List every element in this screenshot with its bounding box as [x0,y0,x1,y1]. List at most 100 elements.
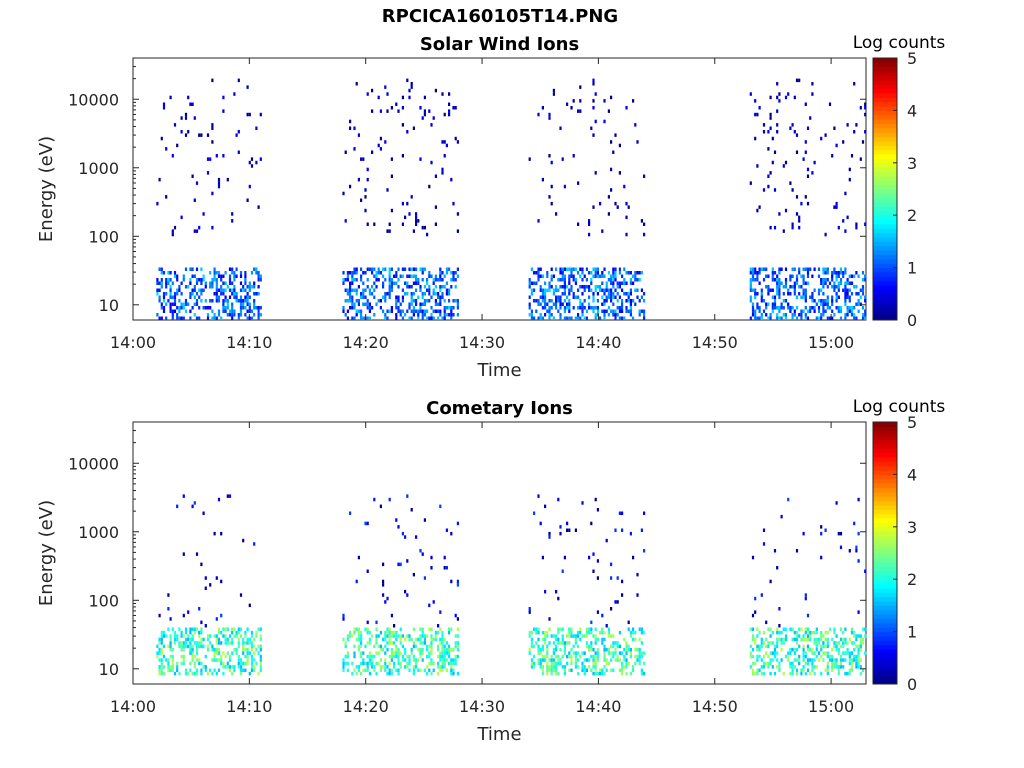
data-cell [833,627,836,631]
data-cell [769,126,772,130]
data-cell [590,648,593,652]
data-cell [795,637,799,642]
data-cell [568,278,571,282]
data-cell [401,299,404,303]
data-cell [184,267,188,271]
data-cell [158,288,161,292]
data-cell [244,648,247,652]
y-tick-label: 10000 [68,454,119,473]
data-cell [813,630,816,635]
data-cell [577,181,580,185]
data-cell [351,278,354,282]
data-cell [162,299,166,303]
data-cell [636,278,639,282]
x-tick-label: 14:30 [459,697,505,716]
data-cell [817,274,821,278]
data-cell [638,651,641,655]
data-cell [618,644,621,649]
data-cell [618,316,621,320]
data-cell [450,579,453,584]
data-cell [616,641,619,645]
data-cell [831,637,834,642]
data-cell [346,299,349,303]
data-cell [793,288,796,292]
data-cell [379,147,382,151]
data-cell [579,299,582,303]
data-cell [439,309,442,313]
data-cell [791,661,794,666]
data-cell [426,281,429,285]
data-cell [594,665,597,669]
data-cell [813,658,816,662]
data-cell [439,641,442,645]
data-cell [362,661,365,666]
data-cell [638,627,641,631]
data-cell [541,274,544,278]
data-cell [784,285,788,289]
data-cell [233,92,236,96]
data-cell [636,295,639,299]
data-cell [191,627,194,631]
data-cell [590,521,593,526]
data-cell [237,150,240,154]
data-cell [371,150,374,154]
data-cell [237,661,240,666]
data-cell [848,671,851,676]
data-cell [421,627,424,631]
data-cell [762,661,766,666]
data-cell [441,634,444,638]
data-cell [864,130,867,134]
data-cell [160,302,163,306]
data-cell [355,671,358,676]
data-cell [362,295,365,299]
data-cell [217,668,221,672]
data-cell [853,654,856,659]
data-cell [857,309,860,313]
data-cell [603,274,606,278]
data-cell [778,292,781,296]
data-cell [390,267,393,271]
data-cell [171,648,174,652]
colorbar-segment [873,422,897,427]
data-cell [406,292,409,296]
data-cell [349,281,352,285]
data-cell [767,644,770,649]
data-cell [758,205,761,209]
data-cell [824,528,827,532]
data-cell [386,648,389,652]
data-cell [756,278,759,282]
data-cell [541,292,544,296]
colorbar-label: Log counts [853,33,946,53]
data-cell [169,288,172,292]
data-cell [408,285,411,289]
colorbar-segment [873,509,897,515]
data-cell [568,654,571,659]
data-cell [585,658,588,662]
data-cell [621,309,624,313]
data-cell [844,313,847,317]
data-cell [213,313,216,317]
data-cell [773,651,777,655]
data-cell [767,288,770,292]
data-cell [253,292,256,296]
data-cell [795,274,799,278]
data-cell [434,274,437,278]
data-cell [627,292,630,296]
data-cell [769,95,772,100]
data-cell [846,648,849,652]
data-cell [588,648,591,652]
data-cell [754,267,757,271]
data-cell [596,271,599,275]
data-cell [848,281,851,285]
data-cell [789,671,792,676]
data-cell [789,306,792,310]
data-cell [751,288,755,292]
data-cell [445,668,448,672]
data-cell [204,299,207,303]
data-cell [568,651,571,655]
data-cell [255,160,258,165]
data-cell [351,671,354,676]
data-cell [180,215,183,220]
panel-cometary-ions: 14:00 14:10 14:20 14:30 14:40 14:50 15:0010100… [36,397,945,745]
data-cell [817,637,821,642]
